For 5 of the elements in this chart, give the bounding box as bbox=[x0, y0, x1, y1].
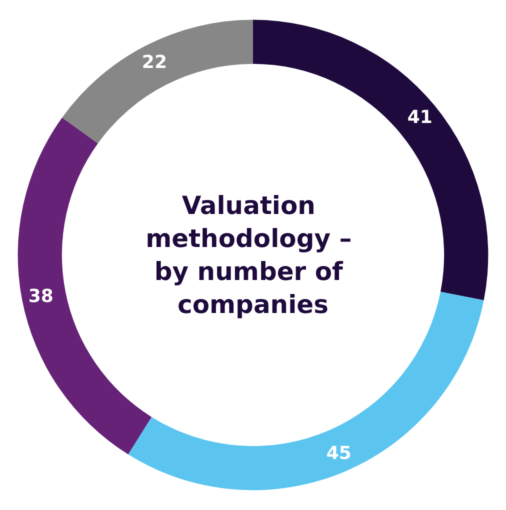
text: Valuation methodology – by number of companies bbox=[146, 191, 360, 319]
data-label: 38 bbox=[28, 286, 54, 308]
data-label: 45 bbox=[326, 442, 352, 464]
data-label: 22 bbox=[142, 52, 167, 74]
data-label: 41 bbox=[407, 107, 432, 128]
